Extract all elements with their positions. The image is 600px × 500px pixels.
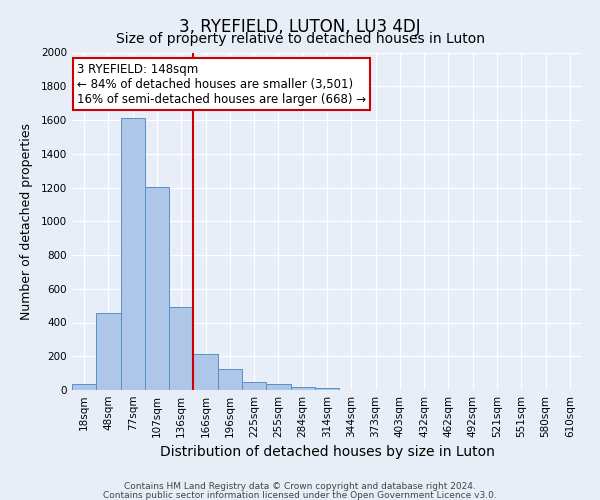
Bar [145, 186, 169, 390]
Bar [315, 388, 339, 390]
Bar [169, 308, 193, 390]
Bar [242, 382, 266, 390]
Text: Contains public sector information licensed under the Open Government Licence v3: Contains public sector information licen… [103, 490, 497, 500]
Text: Size of property relative to detached houses in Luton: Size of property relative to detached ho… [115, 32, 485, 46]
X-axis label: Distribution of detached houses by size in Luton: Distribution of detached houses by size … [160, 446, 494, 460]
Text: 3 RYEFIELD: 148sqm
← 84% of detached houses are smaller (3,501)
16% of semi-deta: 3 RYEFIELD: 148sqm ← 84% of detached hou… [77, 62, 366, 106]
Text: Contains HM Land Registry data © Crown copyright and database right 2024.: Contains HM Land Registry data © Crown c… [124, 482, 476, 491]
Bar [193, 354, 218, 390]
Bar [72, 384, 96, 390]
Bar [96, 313, 121, 390]
Bar [121, 118, 145, 390]
Bar [218, 369, 242, 390]
Bar [266, 384, 290, 390]
Y-axis label: Number of detached properties: Number of detached properties [20, 122, 32, 320]
Text: 3, RYEFIELD, LUTON, LU3 4DJ: 3, RYEFIELD, LUTON, LU3 4DJ [179, 18, 421, 36]
Bar [290, 387, 315, 390]
